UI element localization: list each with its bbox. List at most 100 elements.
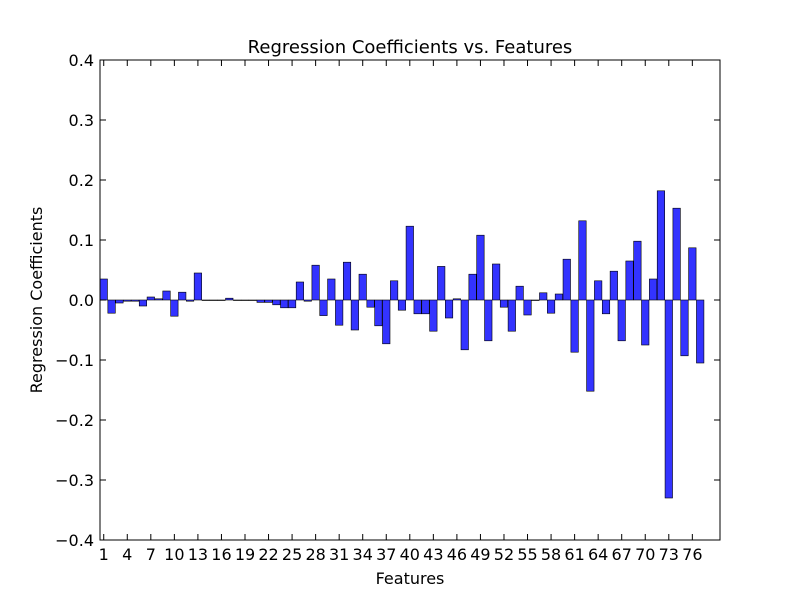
bar-feature-13: [193, 272, 202, 301]
bar-feature-48: [468, 273, 477, 301]
bar-feature-43: [429, 299, 438, 332]
x-tick-label: 43: [423, 545, 443, 564]
bar-feature-14: [201, 299, 210, 301]
bar-feature-50: [484, 299, 493, 342]
bar-feature-56: [531, 299, 540, 301]
x-tick-label: 58: [541, 545, 561, 564]
bar-feature-61: [570, 299, 579, 353]
bar-feature-22: [264, 299, 273, 303]
bar-feature-8: [154, 298, 163, 301]
bar-feature-55: [523, 299, 532, 316]
bar-feature-12: [186, 299, 195, 302]
bar-feature-73: [664, 299, 673, 499]
bar-feature-28: [311, 264, 320, 301]
bar-feature-77: [696, 299, 705, 364]
y-tick-label: 0.3: [69, 111, 94, 130]
y-tick-label: 0.0: [69, 291, 94, 310]
bar-feature-54: [515, 285, 524, 301]
bar-feature-6: [138, 299, 148, 307]
bar-feature-70: [641, 299, 650, 346]
bar-feature-69: [633, 240, 642, 301]
bar-feature-63: [586, 299, 595, 392]
bar-feature-67: [617, 299, 626, 342]
bars-group: [99, 190, 705, 499]
bar-feature-39: [397, 299, 406, 311]
bar-feature-18: [233, 299, 242, 301]
bar-feature-49: [476, 234, 485, 301]
x-tick-label: 31: [329, 545, 349, 564]
bar-feature-47: [460, 299, 469, 351]
bar-feature-51: [492, 263, 501, 301]
x-axis-label: Features: [376, 569, 445, 588]
bar-feature-11: [178, 291, 187, 301]
bar-feature-3: [115, 299, 124, 304]
bar-feature-60: [562, 258, 571, 301]
bar-feature-25: [288, 299, 297, 309]
bar-feature-23: [272, 299, 281, 306]
x-tick-label: 73: [659, 545, 679, 564]
x-tick-label: 61: [564, 545, 584, 564]
x-tick-label: 34: [353, 545, 373, 564]
bar-feature-30: [327, 278, 336, 301]
x-tick-label: 25: [282, 545, 302, 564]
bar-feature-59: [554, 293, 563, 301]
bar-feature-64: [594, 280, 603, 301]
x-tick-label: 16: [211, 545, 231, 564]
x-tick-label: 55: [517, 545, 537, 564]
bar-feature-36: [374, 299, 383, 327]
x-tick-label: 22: [258, 545, 278, 564]
ticks-group: 0.4 0.3 0.2 0.1 0.0 −0.1 −0.2 −0.3 −0.4 1 4 7 10 13 16…: [55, 51, 720, 564]
x-tick-label: 52: [494, 545, 514, 564]
bar-feature-57: [539, 292, 548, 301]
x-tick-label: 1: [99, 545, 109, 564]
bar-feature-5: [131, 299, 140, 302]
y-tick-label: −0.3: [55, 471, 94, 490]
bar-feature-27: [303, 299, 312, 302]
bar-feature-41: [413, 299, 422, 315]
bar-feature-44: [437, 266, 446, 301]
bar-feature-38: [390, 280, 399, 301]
y-tick-label: 0.2: [69, 171, 94, 190]
bar-feature-35: [366, 299, 375, 308]
plot-frame: [99, 59, 721, 541]
bar-feature-10: [170, 299, 179, 317]
x-tick-label: 46: [447, 545, 467, 564]
bar-feature-15: [209, 299, 218, 301]
bar-feature-45: [445, 299, 454, 319]
bar-feature-75: [680, 299, 689, 357]
bar-feature-31: [335, 299, 344, 326]
x-tick-label: 76: [682, 545, 702, 564]
bar-feature-40: [405, 225, 414, 301]
bar-feature-46: [452, 298, 461, 301]
bar-feature-24: [280, 299, 289, 309]
x-tick-label: 28: [305, 545, 325, 564]
y-axis-label: Regression Coefficients: [27, 207, 46, 394]
bar-feature-16: [217, 299, 226, 301]
bar-feature-7: [146, 296, 155, 301]
bar-feature-37: [382, 299, 391, 345]
chart-title: Regression Coefficients vs. Features: [248, 37, 573, 58]
bar-feature-20: [248, 299, 257, 301]
y-tick-label: −0.2: [55, 411, 94, 430]
bar-feature-1: [99, 278, 108, 301]
x-tick-label: 40: [400, 545, 420, 564]
bar-feature-66: [609, 270, 618, 301]
x-tick-label: 64: [588, 545, 608, 564]
bar-feature-21: [256, 299, 265, 303]
bar-feature-26: [295, 281, 304, 301]
bar-feature-19: [240, 299, 250, 301]
bar-feature-33: [350, 299, 359, 331]
bar-feature-34: [358, 273, 367, 301]
bar-feature-29: [319, 299, 328, 316]
bar-feature-58: [547, 299, 556, 314]
x-tick-label: 70: [635, 545, 655, 564]
y-tick-label: −0.1: [55, 351, 94, 370]
bar-feature-42: [421, 299, 430, 315]
x-tick-label: 10: [164, 545, 184, 564]
bar-feature-71: [649, 278, 658, 301]
x-tick-label: 7: [146, 545, 156, 564]
bar-feature-68: [625, 260, 634, 301]
bar-feature-52: [499, 299, 509, 308]
bar-feature-53: [507, 299, 516, 332]
